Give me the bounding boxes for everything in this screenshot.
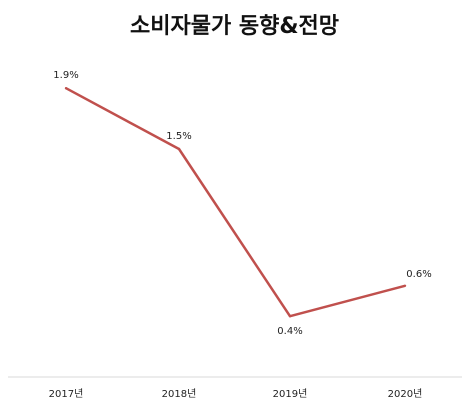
- data-point: [64, 87, 68, 90]
- x-axis-ticks: 2017년 2018년 2019년 2020년: [49, 388, 423, 400]
- x-tick-label: 2019년: [273, 388, 308, 400]
- x-tick-label: 2017년: [49, 388, 84, 400]
- chart-title: 소비자물가 동향&전망: [130, 14, 339, 39]
- data-label: 0.4%: [277, 326, 302, 337]
- data-point: [403, 284, 407, 287]
- data-point: [288, 315, 292, 318]
- x-tick-label: 2018년: [162, 388, 197, 400]
- data-point: [177, 147, 181, 151]
- series-layer: [64, 87, 407, 318]
- series-line: [65, 87, 406, 318]
- data-labels: 1.9% 1.5% 0.4% 0.6%: [53, 70, 431, 337]
- x-tick-label: 2020년: [388, 388, 423, 400]
- data-label: 1.9%: [53, 70, 78, 81]
- data-label: 0.6%: [406, 269, 431, 280]
- data-label: 1.5%: [166, 131, 191, 142]
